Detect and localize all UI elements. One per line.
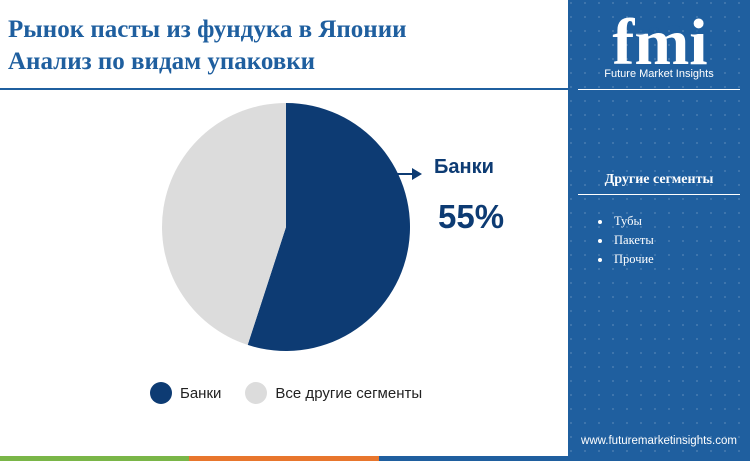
page-title: Рынок пасты из фундука в Японии Анализ п… — [8, 14, 548, 78]
globe-icon — [634, 25, 699, 35]
pie-chart — [162, 103, 422, 352]
legend-item-bank: Банки — [150, 382, 221, 404]
segment-item: Пакеты — [612, 231, 654, 250]
bottom-color-bar — [0, 456, 568, 461]
title-line-1: Рынок пасты из фундука в Японии — [8, 16, 407, 43]
title-line-2: Анализ по видам упаковки — [8, 48, 316, 75]
legend-item-other: Все другие сегменты — [245, 382, 422, 404]
segments-divider — [578, 194, 740, 195]
pie-slice-bank — [247, 103, 411, 352]
callout-arrow-icon — [412, 168, 422, 180]
legend-swatch-other — [245, 382, 268, 404]
legend-label-bank: Банки — [180, 384, 222, 402]
legend-swatch-bank — [150, 382, 172, 404]
logo-company-name: Future Market Insights — [604, 68, 714, 80]
segments-title: Другие сегменты — [604, 172, 714, 187]
segments-list: Тубы Пакеты Прочие — [592, 212, 654, 269]
fmi-logo: fmi — [612, 8, 707, 79]
logo-letters: fmi — [612, 8, 707, 79]
dot-pattern-decoration — [568, 0, 750, 461]
legend-label-other: Все другие сегменты — [275, 384, 423, 402]
logo-divider — [578, 89, 740, 90]
title-divider — [0, 88, 568, 90]
bottom-bar-green — [0, 456, 190, 461]
pie-slice-other-segments — [162, 103, 286, 345]
callout-label: Банки — [434, 156, 494, 178]
bottom-bar-orange — [189, 456, 379, 461]
chart-legend: Банки Все другие сегменты — [150, 382, 446, 404]
sidebar: fmi Future Market Insights Другие сегмен… — [568, 0, 750, 461]
segment-item: Тубы — [612, 212, 654, 231]
bottom-bar-blue — [378, 456, 568, 461]
website-link[interactable]: www.futuremarketinsights.com — [581, 435, 737, 447]
callout-percentage: 55% — [438, 198, 505, 235]
segment-item: Прочие — [612, 250, 654, 269]
